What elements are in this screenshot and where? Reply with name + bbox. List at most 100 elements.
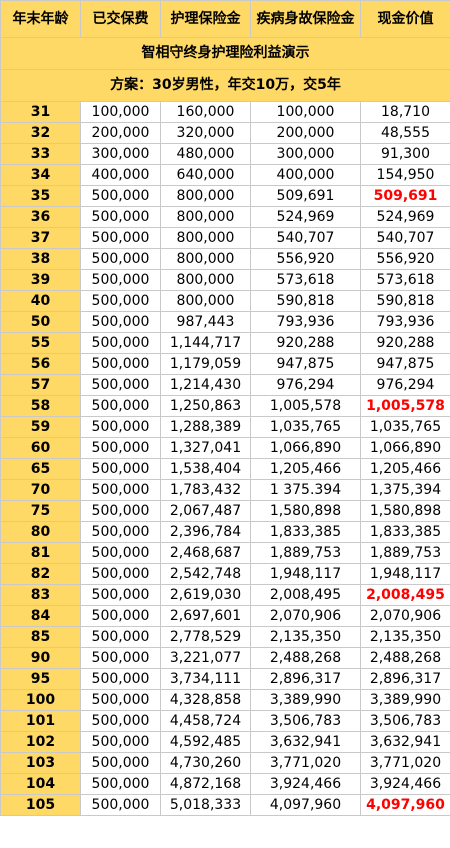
cash-value-cell: 793,936 [360, 311, 450, 333]
table-row: 83 500,000 2,619,030 2,008,495 2,008,495 [0, 584, 450, 606]
table-title: 智相守终身护理险利益演示 [0, 37, 450, 70]
cash-value-cell: 540,707 [360, 227, 450, 249]
table-body: 31 100,000 160,000 100,000 18,710 32 200,000 32… [0, 101, 450, 816]
premium-paid-cell: 500,000 [80, 227, 161, 249]
age-cell: 37 [0, 227, 81, 249]
death-benefit-cell: 1,580,898 [250, 500, 361, 522]
cash-value-cell: 1,066,890 [360, 437, 450, 459]
age-cell: 57 [0, 374, 81, 396]
death-benefit-cell: 920,288 [250, 332, 361, 354]
column-header-care-benefit: 护理保险金 [160, 0, 251, 38]
cash-value-cell: 154,950 [360, 164, 450, 186]
table-row: 55 500,000 1,144,717 920,288 920,288 [0, 332, 450, 354]
premium-paid-cell: 500,000 [80, 731, 161, 753]
age-cell: 34 [0, 164, 81, 186]
care-benefit-cell: 2,542,748 [160, 563, 251, 585]
table-row: 39 500,000 800,000 573,618 573,618 [0, 269, 450, 291]
table-row: 105 500,000 5,018,333 4,097,960 4,097,960 [0, 794, 450, 816]
care-benefit-cell: 3,221,077 [160, 647, 251, 669]
table-row: 37 500,000 800,000 540,707 540,707 [0, 227, 450, 249]
care-benefit-cell: 320,000 [160, 122, 251, 144]
premium-paid-cell: 500,000 [80, 269, 161, 291]
age-cell: 55 [0, 332, 81, 354]
table-row: 33 300,000 480,000 300,000 91,300 [0, 143, 450, 165]
table-row: 32 200,000 320,000 200,000 48,555 [0, 122, 450, 144]
premium-paid-cell: 500,000 [80, 689, 161, 711]
care-benefit-cell: 4,328,858 [160, 689, 251, 711]
age-cell: 56 [0, 353, 81, 375]
age-cell: 60 [0, 437, 81, 459]
care-benefit-cell: 800,000 [160, 185, 251, 207]
column-header-cash-value: 现金价值 [360, 0, 450, 38]
care-benefit-cell: 4,872,168 [160, 773, 251, 795]
care-benefit-cell: 480,000 [160, 143, 251, 165]
table-row: 100 500,000 4,328,858 3,389,990 3,389,990 [0, 689, 450, 711]
table-row: 58 500,000 1,250,863 1,005,578 1,005,578 [0, 395, 450, 417]
death-benefit-cell: 509,691 [250, 185, 361, 207]
premium-paid-cell: 500,000 [80, 353, 161, 375]
premium-paid-cell: 500,000 [80, 542, 161, 564]
premium-paid-cell: 500,000 [80, 794, 161, 816]
death-benefit-cell: 1,833,385 [250, 521, 361, 543]
death-benefit-cell: 947,875 [250, 353, 361, 375]
premium-paid-cell: 100,000 [80, 101, 161, 123]
premium-paid-cell: 500,000 [80, 416, 161, 438]
premium-paid-cell: 500,000 [80, 605, 161, 627]
premium-paid-cell: 500,000 [80, 248, 161, 270]
age-cell: 38 [0, 248, 81, 270]
care-benefit-cell: 800,000 [160, 227, 251, 249]
table-row: 85 500,000 2,778,529 2,135,350 2,135,350 [0, 626, 450, 648]
header-row: 年末年龄 已交保费 护理保险金 疾病身故保险金 现金价值 [0, 0, 450, 38]
premium-paid-cell: 500,000 [80, 437, 161, 459]
death-benefit-cell: 2,135,350 [250, 626, 361, 648]
cash-value-cell: 509,691 [360, 185, 450, 207]
premium-paid-cell: 500,000 [80, 458, 161, 480]
premium-paid-cell: 500,000 [80, 521, 161, 543]
death-benefit-cell: 1,005,578 [250, 395, 361, 417]
premium-paid-cell: 300,000 [80, 143, 161, 165]
table-row: 90 500,000 3,221,077 2,488,268 2,488,268 [0, 647, 450, 669]
death-benefit-cell: 1,948,117 [250, 563, 361, 585]
age-cell: 32 [0, 122, 81, 144]
death-benefit-cell: 3,506,783 [250, 710, 361, 732]
benefit-table: 智相守终身护理险利益演示 方案：30岁男性，年交10万，交5年 年末年龄 已交保… [0, 0, 450, 816]
age-cell: 59 [0, 416, 81, 438]
cash-value-cell: 1,005,578 [360, 395, 450, 417]
age-cell: 105 [0, 794, 81, 816]
table-row: 40 500,000 800,000 590,818 590,818 [0, 290, 450, 312]
table-row: 81 500,000 2,468,687 1,889,753 1,889,753 [0, 542, 450, 564]
care-benefit-cell: 800,000 [160, 269, 251, 291]
cash-value-cell: 3,506,783 [360, 710, 450, 732]
premium-paid-cell: 400,000 [80, 164, 161, 186]
care-benefit-cell: 2,697,601 [160, 605, 251, 627]
age-cell: 84 [0, 605, 81, 627]
care-benefit-cell: 987,443 [160, 311, 251, 333]
cash-value-cell: 1,205,466 [360, 458, 450, 480]
column-header-premium-paid: 已交保费 [80, 0, 161, 38]
cash-value-cell: 18,710 [360, 101, 450, 123]
care-benefit-cell: 2,396,784 [160, 521, 251, 543]
table-row: 35 500,000 800,000 509,691 509,691 [0, 185, 450, 207]
table-row: 38 500,000 800,000 556,920 556,920 [0, 248, 450, 270]
age-cell: 102 [0, 731, 81, 753]
premium-paid-cell: 500,000 [80, 185, 161, 207]
care-benefit-cell: 2,067,487 [160, 500, 251, 522]
age-cell: 95 [0, 668, 81, 690]
cash-value-cell: 524,969 [360, 206, 450, 228]
table-row: 34 400,000 640,000 400,000 154,950 [0, 164, 450, 186]
care-benefit-cell: 1,250,863 [160, 395, 251, 417]
cash-value-cell: 1,889,753 [360, 542, 450, 564]
cash-value-cell: 1,833,385 [360, 521, 450, 543]
age-cell: 36 [0, 206, 81, 228]
table-row: 84 500,000 2,697,601 2,070,906 2,070,906 [0, 605, 450, 627]
premium-paid-cell: 500,000 [80, 668, 161, 690]
death-benefit-cell: 590,818 [250, 290, 361, 312]
column-header-age: 年末年龄 [0, 0, 81, 38]
death-benefit-cell: 2,008,495 [250, 584, 361, 606]
cash-value-cell: 556,920 [360, 248, 450, 270]
death-benefit-cell: 1,889,753 [250, 542, 361, 564]
care-benefit-cell: 5,018,333 [160, 794, 251, 816]
care-benefit-cell: 2,468,687 [160, 542, 251, 564]
cash-value-cell: 1,035,765 [360, 416, 450, 438]
age-cell: 35 [0, 185, 81, 207]
